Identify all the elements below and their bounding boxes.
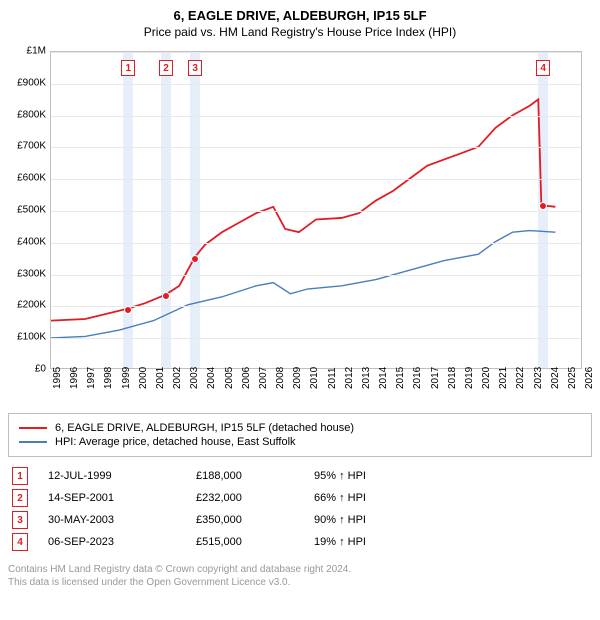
sale-number: 1 bbox=[12, 467, 28, 485]
x-tick-label: 2026 bbox=[584, 367, 600, 389]
sale-price: £515,000 bbox=[196, 536, 306, 548]
sale-hpi: 95% ↑ HPI bbox=[314, 470, 434, 482]
y-gridline bbox=[51, 338, 581, 339]
y-tick-label: £0 bbox=[8, 364, 46, 375]
chart-lines bbox=[51, 52, 581, 368]
sale-dot bbox=[539, 202, 547, 210]
sales-table: 1 12-JUL-1999 £188,000 95% ↑ HPI 2 14-SEP-200… bbox=[8, 465, 592, 553]
chart-container: 1 23 4 £0 £100K £200K £300K £400K £500K £600K £70… bbox=[8, 47, 592, 407]
y-tick-label: £100K bbox=[8, 332, 46, 343]
sale-date: 30-MAY-2003 bbox=[48, 514, 188, 526]
sale-marker-label: 4 bbox=[536, 60, 550, 76]
hpi-line bbox=[51, 231, 555, 338]
sale-number: 2 bbox=[12, 489, 28, 507]
chart-title: 6, EAGLE DRIVE, ALDEBURGH, IP15 5LF bbox=[8, 8, 592, 23]
sale-row: 2 14-SEP-2001 £232,000 66% ↑ HPI bbox=[8, 487, 592, 509]
y-gridline bbox=[51, 52, 581, 53]
plot-area: 1 23 4 bbox=[50, 51, 582, 369]
legend-item: 6, EAGLE DRIVE, ALDEBURGH, IP15 5LF (det… bbox=[19, 422, 581, 434]
sale-price: £350,000 bbox=[196, 514, 306, 526]
sale-marker-label: 2 bbox=[159, 60, 173, 76]
chart-subtitle: Price paid vs. HM Land Registry's House … bbox=[8, 25, 592, 39]
y-tick-label: £900K bbox=[8, 77, 46, 88]
sale-price: £232,000 bbox=[196, 492, 306, 504]
y-gridline bbox=[51, 275, 581, 276]
sale-hpi: 90% ↑ HPI bbox=[314, 514, 434, 526]
legend: 6, EAGLE DRIVE, ALDEBURGH, IP15 5LF (det… bbox=[8, 413, 592, 457]
sale-price: £188,000 bbox=[196, 470, 306, 482]
y-tick-label: £700K bbox=[8, 141, 46, 152]
y-tick-label: £300K bbox=[8, 268, 46, 279]
attribution-line1: Contains HM Land Registry data © Crown c… bbox=[8, 563, 592, 576]
sale-date: 12-JUL-1999 bbox=[48, 470, 188, 482]
y-tick-label: £600K bbox=[8, 173, 46, 184]
sale-marker-label: 1 bbox=[121, 60, 135, 76]
sale-number: 4 bbox=[12, 533, 28, 551]
property-line bbox=[51, 99, 555, 320]
sale-date: 06-SEP-2023 bbox=[48, 536, 188, 548]
y-gridline bbox=[51, 116, 581, 117]
y-gridline bbox=[51, 211, 581, 212]
y-gridline bbox=[51, 84, 581, 85]
attribution: Contains HM Land Registry data © Crown c… bbox=[8, 563, 592, 589]
legend-label: 6, EAGLE DRIVE, ALDEBURGH, IP15 5LF (det… bbox=[55, 422, 354, 434]
y-tick-label: £500K bbox=[8, 205, 46, 216]
y-tick-label: £200K bbox=[8, 300, 46, 311]
sale-number: 3 bbox=[12, 511, 28, 529]
legend-swatch bbox=[19, 427, 47, 429]
sale-dot bbox=[191, 255, 199, 263]
sale-row: 3 30-MAY-2003 £350,000 90% ↑ HPI bbox=[8, 509, 592, 531]
sale-row: 1 12-JUL-1999 £188,000 95% ↑ HPI bbox=[8, 465, 592, 487]
sale-hpi: 19% ↑ HPI bbox=[314, 536, 434, 548]
y-tick-label: £800K bbox=[8, 109, 46, 120]
y-gridline bbox=[51, 147, 581, 148]
sale-marker-label: 3 bbox=[188, 60, 202, 76]
sale-date: 14-SEP-2001 bbox=[48, 492, 188, 504]
legend-item: HPI: Average price, detached house, East… bbox=[19, 436, 581, 448]
legend-label: HPI: Average price, detached house, East… bbox=[55, 436, 296, 448]
sale-dot bbox=[162, 292, 170, 300]
y-gridline bbox=[51, 243, 581, 244]
y-tick-label: £1M bbox=[8, 46, 46, 57]
legend-swatch bbox=[19, 441, 47, 443]
y-tick-label: £400K bbox=[8, 236, 46, 247]
sale-hpi: 66% ↑ HPI bbox=[314, 492, 434, 504]
y-gridline bbox=[51, 179, 581, 180]
sale-dot bbox=[124, 306, 132, 314]
attribution-line2: This data is licensed under the Open Gov… bbox=[8, 576, 592, 589]
sale-row: 4 06-SEP-2023 £515,000 19% ↑ HPI bbox=[8, 531, 592, 553]
